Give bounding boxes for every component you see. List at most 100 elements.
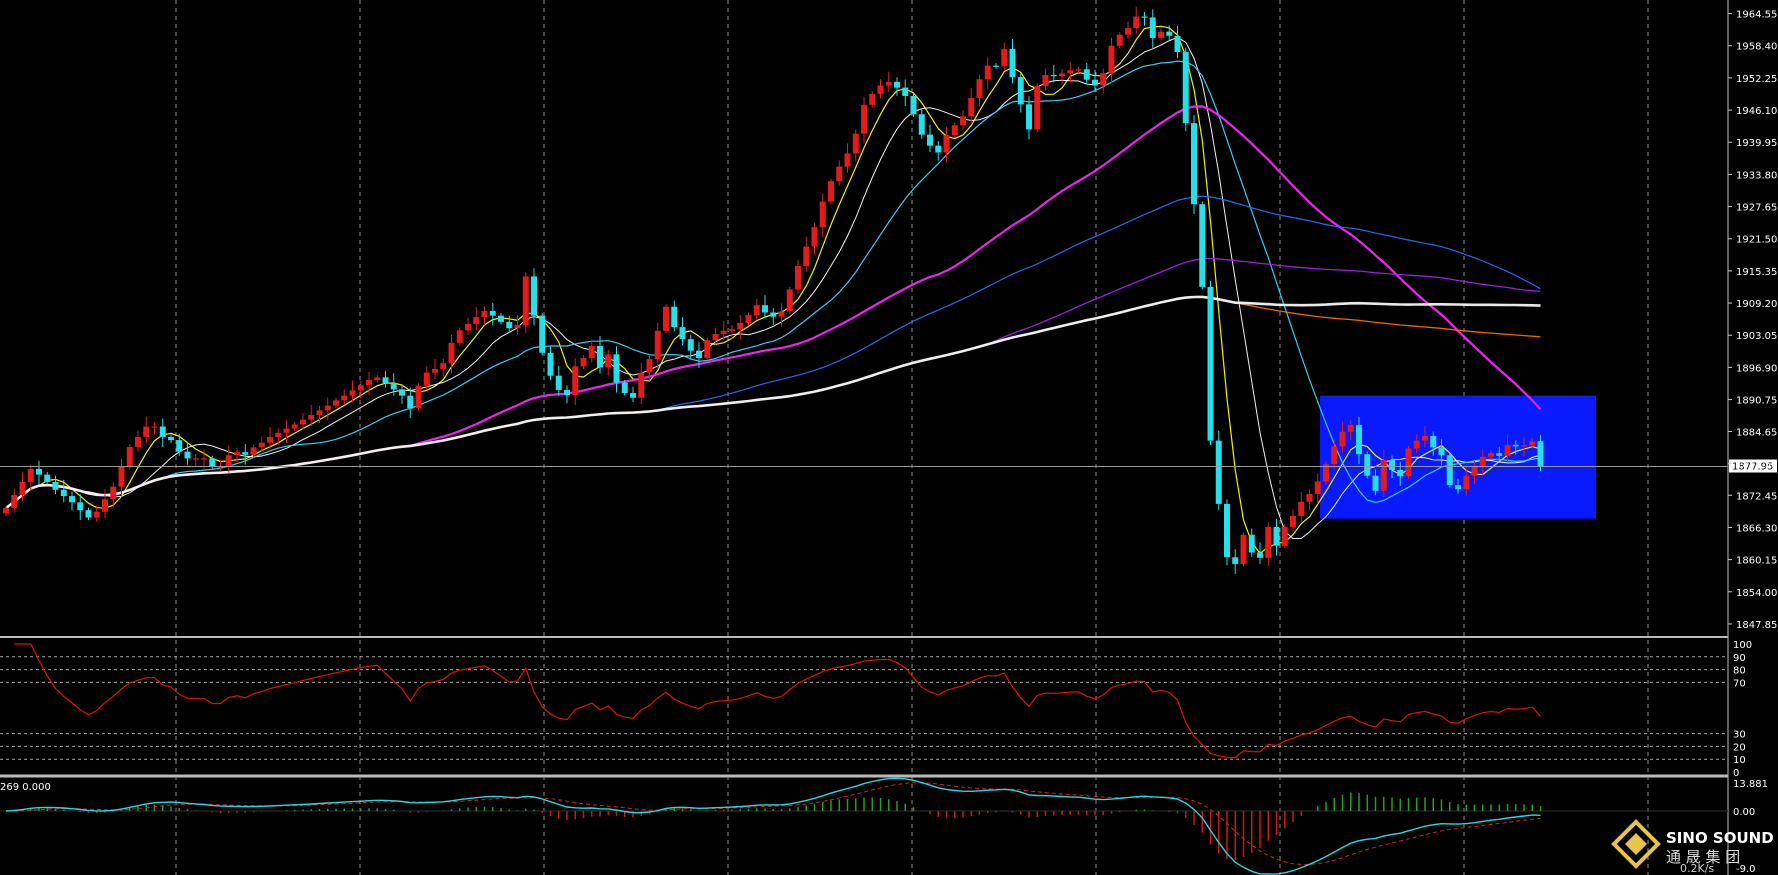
candle-up (448, 342, 455, 364)
candle-up (456, 330, 463, 343)
candle-up (943, 135, 950, 153)
candle-up (126, 446, 133, 467)
macd-max-label: 13.881 (1733, 779, 1768, 790)
candle-up (357, 385, 364, 391)
candle-down (1496, 453, 1503, 456)
candle-up (1116, 34, 1123, 46)
diamond-logo-inner-icon (1625, 833, 1647, 855)
macd-signal-line (5, 782, 1541, 865)
candle-down (679, 327, 686, 340)
candle-up (522, 276, 529, 326)
price-tick-label: 1933.80 (1736, 170, 1777, 181)
moving-average-line (5, 295, 1541, 510)
candle-up (1471, 465, 1478, 476)
rsi-level-label: 0 (1733, 768, 1739, 779)
candle-up (201, 458, 207, 460)
candle-down (1438, 447, 1445, 456)
candle-up (1529, 441, 1536, 446)
candle-up (27, 468, 34, 482)
candle-down (1207, 286, 1214, 441)
diamond-logo-icon (1611, 819, 1661, 869)
candle-up (415, 385, 422, 409)
rsi-level-label: 90 (1733, 653, 1746, 664)
network-speed: 0.2K/s (1680, 862, 1714, 875)
candle-up (1125, 27, 1131, 35)
candle-up (1306, 493, 1313, 502)
candle-up (737, 322, 744, 330)
candle-up (275, 432, 282, 437)
price-tick-label: 1872.45 (1736, 491, 1777, 502)
candle-up (291, 424, 298, 429)
price-tick-label: 1878.50 (1736, 460, 1777, 471)
candle-down (184, 451, 191, 459)
candle-down (1257, 552, 1263, 558)
rsi-level-label: 70 (1733, 678, 1746, 689)
price-tick-label: 1847.85 (1736, 620, 1777, 631)
candle-up (795, 265, 801, 290)
candle-up (745, 315, 752, 323)
candle-up (844, 153, 851, 167)
candle-up (786, 289, 793, 312)
candle-up (1413, 440, 1420, 449)
candle-up (366, 379, 372, 386)
candle-up (1133, 16, 1140, 28)
candle-down (902, 87, 909, 96)
candle-down (77, 502, 84, 511)
candle-down (1191, 123, 1197, 205)
candle-up (1347, 424, 1354, 432)
candle-up (704, 340, 711, 358)
candle-up (1504, 444, 1511, 456)
candle-up (803, 246, 810, 266)
candle-down (390, 383, 397, 390)
candle-up (151, 426, 158, 428)
candle-down (1248, 534, 1255, 553)
candle-down (168, 436, 174, 441)
candle-up (234, 452, 240, 456)
candle-up (258, 442, 265, 448)
candle-up (654, 330, 661, 360)
candlesticks (3, 6, 1544, 574)
candle-up (1380, 459, 1387, 491)
candle-down (1009, 48, 1016, 78)
candle-up (984, 65, 991, 80)
candle-down (52, 481, 59, 490)
macd-main-line (5, 777, 1541, 875)
candle-down (770, 312, 777, 317)
rsi-levels (0, 656, 1728, 760)
candle-down (696, 350, 702, 358)
rsi-line (14, 643, 1541, 759)
candle-up (300, 419, 306, 425)
candle-down (927, 134, 933, 146)
candle-up (374, 377, 381, 380)
candle-up (828, 181, 834, 202)
candle-up (720, 330, 727, 334)
price-tick-label: 1860.15 (1736, 556, 1777, 567)
consolidation-highlight-box (1320, 395, 1596, 519)
rsi-level-label: 80 (1733, 666, 1746, 677)
candle-up (729, 329, 735, 331)
candle-down (910, 95, 917, 115)
candle-up (861, 104, 867, 134)
candle-up (852, 133, 859, 154)
candle-down (1446, 455, 1453, 486)
price-axis: 1964.55 1958.40 1952.25 1946.10 1939.95 1933.… (1728, 10, 1777, 631)
candle-up (1059, 73, 1065, 77)
candle-up (118, 466, 125, 487)
candle-up (811, 227, 818, 247)
candle-up (481, 310, 488, 318)
candle-down (1455, 485, 1461, 490)
candle-up (580, 357, 587, 367)
candle-up (1265, 526, 1272, 558)
price-tick-label: 1952.25 (1736, 74, 1777, 85)
price-tick-label: 1890.75 (1736, 396, 1777, 407)
candle-up (514, 325, 521, 329)
candle-down (242, 452, 249, 455)
candle-down (621, 382, 628, 394)
price-tick-label: 1946.10 (1736, 106, 1777, 117)
candle-up (663, 306, 669, 331)
candle-down (555, 375, 562, 390)
candle-up (869, 93, 876, 105)
price-tick-label: 1927.65 (1736, 203, 1777, 214)
